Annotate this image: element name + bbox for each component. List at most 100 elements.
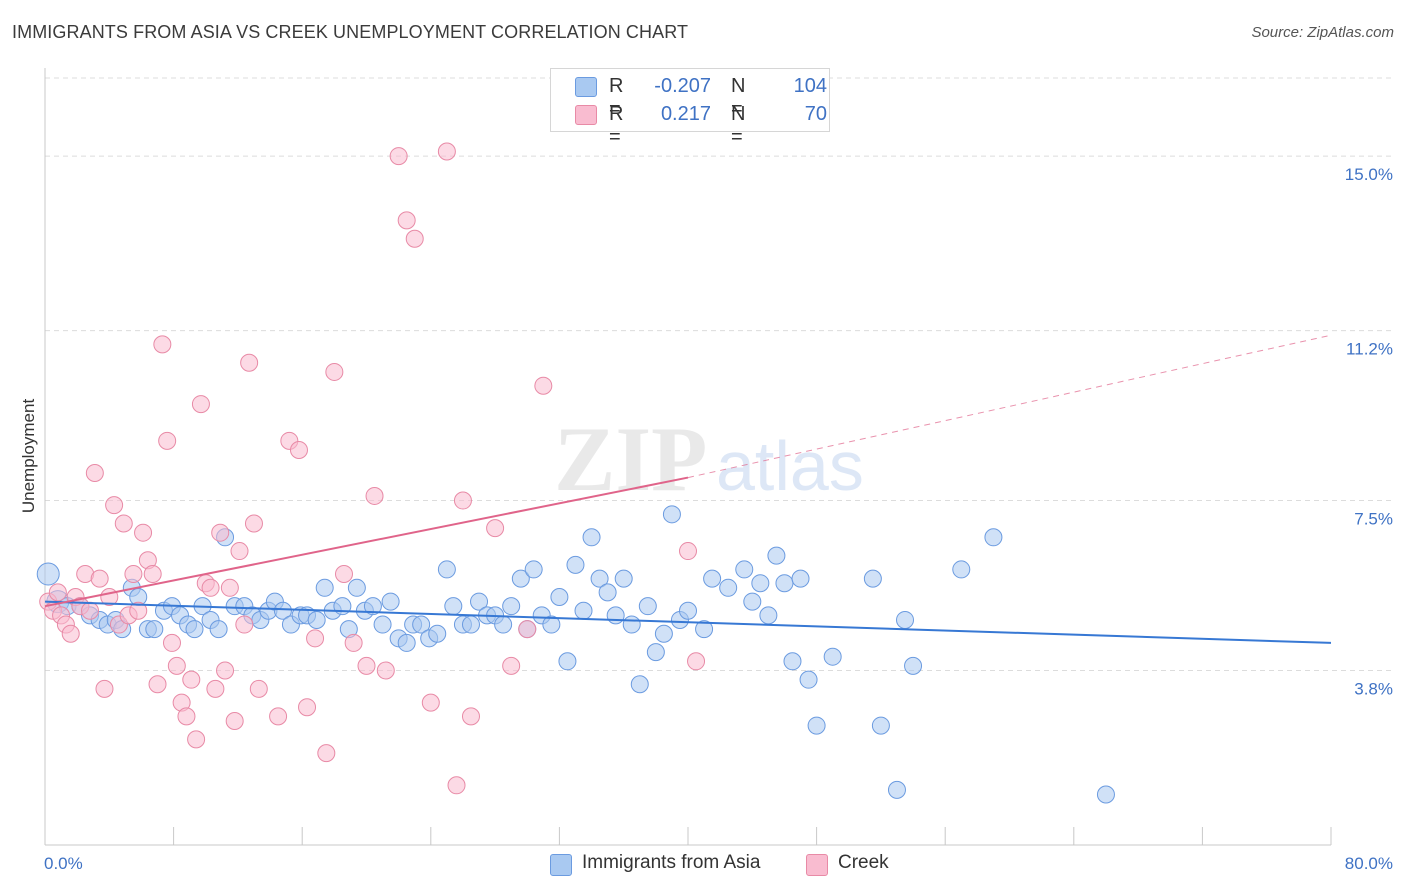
creek-point <box>158 431 177 450</box>
x-tick-label-min: 0.0% <box>44 854 83 873</box>
creek-point <box>534 376 553 395</box>
asia-point <box>558 652 577 671</box>
y-tick-label: 3.8% <box>1354 679 1393 698</box>
creek-point <box>81 601 100 620</box>
asia-point <box>654 624 673 643</box>
creek-point <box>679 542 697 561</box>
chart-title: IMMIGRANTS FROM ASIA VS CREEK UNEMPLOYME… <box>12 22 689 42</box>
asia-point <box>437 560 456 579</box>
asia-point <box>590 569 609 588</box>
asia-point <box>703 569 722 588</box>
creek-point <box>129 601 148 620</box>
creek-point <box>249 679 268 698</box>
asia-point <box>145 620 164 639</box>
asia-point <box>630 675 649 694</box>
asia-point <box>542 615 561 634</box>
asia-point <box>871 716 890 735</box>
creek-point <box>486 519 505 538</box>
asia-point <box>428 624 447 643</box>
creek-point <box>240 353 259 372</box>
asia-point <box>582 528 601 547</box>
creek-point <box>105 496 124 515</box>
trend-line-creek <box>44 476 689 608</box>
legend-swatch-creek <box>575 105 597 125</box>
creek-point <box>389 147 408 166</box>
creek-point <box>134 523 153 542</box>
bottom-label-asia: Immigrants from Asia <box>582 852 761 873</box>
asia-point <box>363 597 382 616</box>
creek-point <box>317 744 336 763</box>
axes <box>44 68 1332 846</box>
trend-line-asia <box>44 600 1332 644</box>
asia-point <box>799 670 818 689</box>
asia-point <box>273 601 292 620</box>
creek-point <box>298 698 317 717</box>
creek-point <box>357 656 376 675</box>
tick-labels: 3.8% 7.5% 11.2% 15.0% 0.0% 80.0% <box>44 165 1393 873</box>
creek-point <box>187 730 206 749</box>
creek-point <box>206 679 225 698</box>
asia-point <box>461 615 480 634</box>
asia-point <box>695 620 714 639</box>
asia-point <box>775 574 794 593</box>
creek-point <box>85 463 104 482</box>
asia-point <box>470 592 489 611</box>
asia-point <box>743 592 762 611</box>
r-key: R = <box>609 103 624 148</box>
creek-point <box>182 670 201 689</box>
creek-point <box>687 652 706 671</box>
creek-point <box>502 656 521 675</box>
creek-point <box>344 633 363 652</box>
creek-point <box>235 615 254 634</box>
asia-point <box>524 560 543 579</box>
bottom-swatch-creek <box>806 854 828 876</box>
asia-point <box>952 560 971 579</box>
asia-point <box>381 592 400 611</box>
asia-point <box>679 601 697 620</box>
r-value-asia: -0.207 <box>654 75 711 97</box>
n-value-creek: 70 <box>804 103 827 125</box>
trend-lines <box>44 334 1332 644</box>
watermark-atlas: atlas <box>716 427 864 505</box>
asia-point <box>444 597 463 616</box>
creek-point <box>397 211 416 230</box>
creek-point <box>365 486 384 505</box>
creek-point <box>124 565 143 584</box>
asia-point <box>759 606 778 625</box>
creek-point <box>177 707 196 726</box>
asia-point <box>614 569 633 588</box>
creek-point <box>306 629 325 648</box>
creek-point <box>244 514 263 533</box>
asia-point <box>751 574 770 593</box>
x-tick-label-max: 80.0% <box>1345 854 1393 873</box>
r-key: R = <box>609 75 624 120</box>
asia-point <box>550 587 569 606</box>
asia-point <box>494 615 513 634</box>
asia-point <box>638 597 657 616</box>
legend-swatch-asia <box>575 77 597 97</box>
creek-point <box>405 229 424 248</box>
asia-point <box>574 601 593 620</box>
asia-point <box>783 652 802 671</box>
y-tick-label: 7.5% <box>1354 510 1393 529</box>
asia-point <box>767 546 786 565</box>
creek-point <box>90 569 109 588</box>
creek-point <box>325 362 344 381</box>
creek-point <box>421 693 440 712</box>
bottom-swatch-asia <box>550 854 572 876</box>
creek-point <box>269 707 288 726</box>
asia-point <box>735 560 754 579</box>
creek-point <box>518 620 537 639</box>
creek-point <box>437 142 456 161</box>
asia-point <box>209 620 228 639</box>
creek-point <box>447 776 466 795</box>
creek-point <box>376 661 395 680</box>
n-key: N = <box>731 75 746 120</box>
source-label: Source: ZipAtlas.com <box>1251 24 1394 41</box>
asia-point <box>185 620 204 639</box>
creek-point <box>148 675 167 694</box>
asia-point <box>347 578 366 597</box>
asia-point <box>1096 785 1115 804</box>
creek-point <box>61 624 80 643</box>
creek-point <box>453 491 472 510</box>
